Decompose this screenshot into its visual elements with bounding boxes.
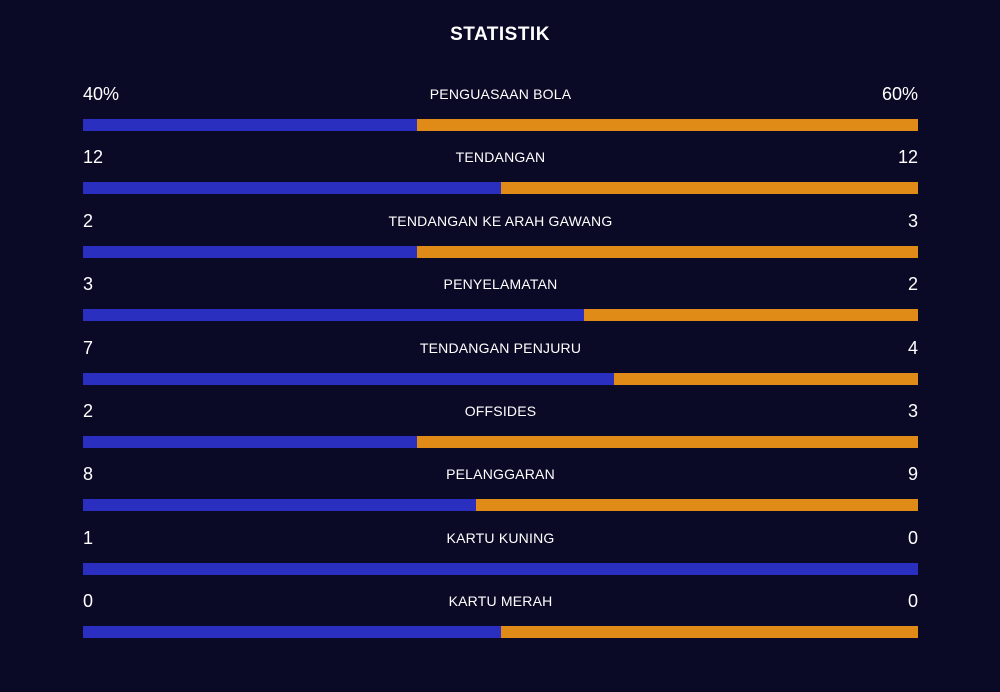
home-bar-segment: [83, 182, 501, 195]
away-bar-segment: [614, 372, 918, 385]
comparison-bar: [83, 562, 918, 575]
away-bar-segment: [500, 182, 918, 195]
home-bar-segment: [83, 309, 584, 322]
stats-list: 40% PENGUASAAN BOLA 60% 12 TENDANGAN 12: [83, 82, 918, 653]
home-bar-segment: [83, 435, 417, 448]
away-bar-segment: [417, 245, 918, 258]
away-value: 2: [907, 274, 918, 295]
home-value: 0: [83, 591, 94, 612]
comparison-bar: [83, 499, 918, 512]
home-bar-segment: [83, 499, 477, 512]
comparison-bar: [83, 372, 918, 385]
stat-label: KARTU KUNING: [446, 529, 555, 546]
home-value: 1: [83, 527, 94, 548]
home-value: 40%: [83, 84, 120, 104]
stat-row-fouls: 8 PELANGGARAN 9: [83, 462, 918, 525]
away-bar-segment: [417, 119, 918, 131]
home-bar-segment: [83, 562, 918, 575]
away-bar-segment: [476, 499, 918, 512]
comparison-bar: [83, 309, 918, 322]
comparison-bar: [83, 245, 918, 258]
stat-label: KARTU MERAH: [448, 593, 553, 610]
stat-label: PELANGGARAN: [446, 466, 555, 483]
away-value: 12: [897, 147, 918, 168]
comparison-bar: [83, 119, 918, 131]
stat-row-red-cards: 0 KARTU MERAH 0: [83, 589, 918, 652]
stat-row-possession: 40% PENGUASAAN BOLA 60%: [83, 82, 918, 145]
home-value: 7: [83, 337, 94, 358]
home-value: 3: [83, 274, 94, 295]
home-bar-segment: [83, 372, 615, 385]
home-bar-segment: [83, 626, 501, 639]
stat-label: TENDANGAN PENJURU: [419, 339, 582, 356]
stat-row-offsides: 2 OFFSIDES 3: [83, 399, 918, 462]
stat-label: TENDANGAN KE ARAH GAWANG: [388, 212, 613, 229]
stat-label: PENGUASAAN BOLA: [429, 86, 572, 102]
stat-label: TENDANGAN: [455, 149, 546, 166]
stat-row-yellow-cards: 1 KARTU KUNING 0: [83, 526, 918, 589]
away-value: 3: [907, 210, 918, 231]
comparison-bar: [83, 626, 918, 639]
stat-row-shots: 12 TENDANGAN 12: [83, 145, 918, 208]
home-value: 2: [83, 210, 94, 231]
stat-label: PENYELAMATAN: [443, 276, 558, 293]
home-value: 12: [83, 147, 104, 168]
stat-row-corners: 7 TENDANGAN PENJURU 4: [83, 336, 918, 399]
home-bar-segment: [83, 245, 417, 258]
comparison-bar: [83, 182, 918, 195]
away-value: 0: [907, 527, 918, 548]
away-value: 60%: [881, 84, 918, 104]
away-bar-segment: [500, 626, 918, 639]
away-value: 3: [907, 400, 918, 421]
away-value: 9: [907, 464, 918, 485]
stat-row-shots-on-target: 2 TENDANGAN KE ARAH GAWANG 3: [83, 209, 918, 272]
page-title: STATISTIK: [450, 24, 550, 45]
home-bar-segment: [83, 119, 417, 131]
stat-label: OFFSIDES: [464, 402, 537, 419]
away-value: 0: [907, 591, 918, 612]
home-value: 2: [83, 400, 94, 421]
home-value: 8: [83, 464, 94, 485]
away-value: 4: [907, 337, 918, 358]
away-bar-segment: [584, 309, 918, 322]
stat-row-saves: 3 PENYELAMATAN 2: [83, 272, 918, 335]
away-bar-segment: [417, 435, 918, 448]
comparison-bar: [83, 435, 918, 448]
